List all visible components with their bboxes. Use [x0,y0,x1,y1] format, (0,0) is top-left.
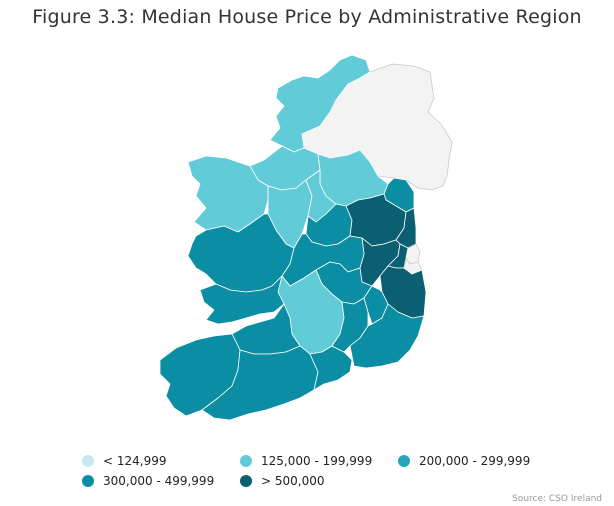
page-title: Figure 3.3: Median House Price by Admini… [32,6,582,28]
legend-label: 125,000 - 199,999 [261,454,373,468]
legend-label: < 124,999 [103,454,167,468]
region-donegal[interactable] [269,54,371,153]
legend-label: 200,000 - 299,999 [419,454,531,468]
region-waterford[interactable] [309,345,353,391]
legend-item[interactable]: < 124,999 [82,454,167,468]
region-cork[interactable] [201,345,319,421]
legend-item[interactable]: 300,000 - 499,999 [82,474,214,488]
legend-label: > 500,000 [261,474,325,488]
region-clare[interactable] [199,275,285,325]
region-wexford[interactable] [349,303,425,369]
legend-item[interactable]: 125,000 - 199,999 [240,454,372,468]
legend-item[interactable]: > 500,000 [240,474,325,488]
legend-swatch [82,455,94,467]
legend-swatch [240,475,252,487]
legend-item[interactable]: 200,000 - 299,999 [398,454,530,468]
legend-swatch [398,455,410,467]
legend-swatch [240,455,252,467]
source-credit: Source: CSO Ireland [512,494,602,504]
legend-label: 300,000 - 499,999 [103,474,215,488]
legend-swatch [82,475,94,487]
